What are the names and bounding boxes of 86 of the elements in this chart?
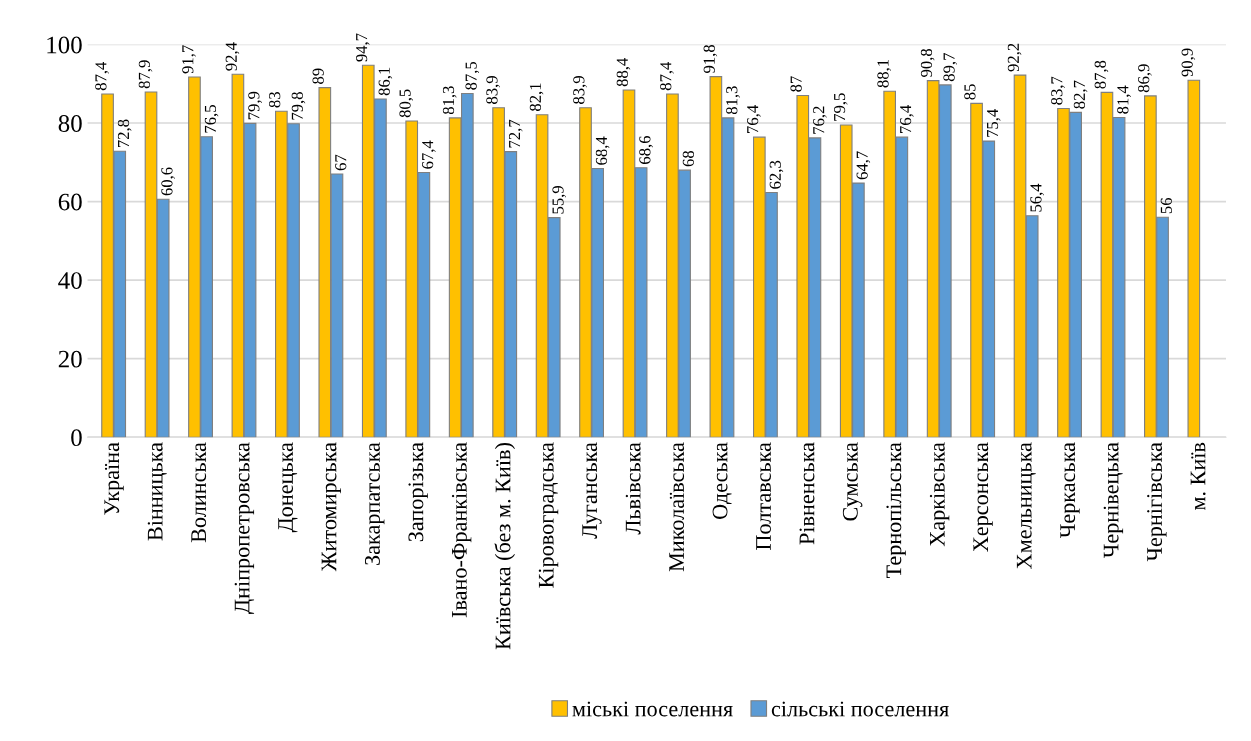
x-tick-label: Чернівецька: [1103, 442, 1124, 558]
x-tick-label: Рівненська: [799, 442, 815, 545]
x-tick-label: Чернігівська: [1147, 442, 1167, 562]
data-label: 83,7: [1051, 76, 1065, 105]
data-label: 87,4: [660, 61, 674, 91]
data-label: 68,6: [639, 135, 653, 164]
data-label: 75,4: [986, 109, 1001, 137]
data-label: 60,6: [161, 167, 175, 196]
x-tick-label: Харківська: [929, 442, 950, 547]
x-tick-label: Полтавська: [756, 442, 771, 550]
data-label: 81,3: [726, 86, 740, 115]
data-label: 89,7: [943, 53, 958, 82]
x-tick-label: Донецька: [278, 442, 298, 533]
x-tick-label: Херсонська: [973, 442, 993, 552]
data-label: 76,2: [813, 106, 827, 134]
data-label: 83,9: [573, 76, 587, 104]
legend-label: сільські поселення: [771, 701, 949, 717]
data-label: 91,8: [703, 44, 718, 73]
x-tick-label: Вінницька: [147, 442, 167, 541]
data-label: 72,7: [508, 119, 523, 148]
x-tick-label: м. Київ: [1190, 442, 1206, 511]
data-label: 56,4: [1030, 183, 1044, 212]
data-label: 81,3: [442, 86, 457, 115]
data-label: 87,8: [1094, 60, 1109, 89]
data-label: 90,8: [920, 48, 935, 77]
data-label: 86,1: [378, 67, 393, 96]
data-label: 67,4: [422, 140, 436, 169]
x-tick-label: Волинська: [191, 442, 207, 543]
data-label: 64,7: [856, 151, 871, 180]
x-tick-label: Запорізька: [408, 442, 428, 542]
data-label: 76,5: [204, 105, 219, 133]
x-tick-label: Миколаївська: [669, 442, 685, 572]
x-tick-label: Закарпатська: [364, 442, 385, 565]
data-label: 79,5: [833, 93, 848, 121]
y-tick-label: 0: [71, 429, 82, 447]
data-label: 92,4: [225, 42, 240, 71]
data-label: 68,4: [595, 136, 610, 165]
x-tick-label: Одеська: [712, 442, 732, 519]
x-tick-label: Сумська: [842, 442, 863, 521]
data-label: 91,7: [182, 45, 196, 74]
data-label: 87: [790, 76, 802, 92]
data-label: 81,4: [1117, 85, 1131, 114]
data-label: 82,7: [1073, 80, 1088, 109]
x-tick-label: Тернопільська: [886, 442, 906, 578]
x-tick-label: Київська (без м. Київ): [494, 443, 516, 650]
data-label: 85: [964, 84, 976, 100]
y-tick-label: 100: [47, 36, 82, 54]
y-tick-label: 20: [58, 350, 82, 368]
data-label: 56: [1160, 197, 1172, 214]
data-label: 92,2: [1007, 43, 1022, 72]
x-tick-label: Луганська: [582, 442, 602, 539]
x-tick-label: Львівська: [625, 442, 641, 535]
data-label: 76,4: [747, 105, 761, 133]
x-tick-label: Кіровоградська: [538, 442, 559, 588]
data-label: 68: [682, 150, 694, 167]
data-label: 83: [269, 92, 281, 108]
data-label: 90,9: [1181, 48, 1196, 77]
data-label: 76,4: [900, 105, 914, 133]
data-label: 94,7: [356, 33, 370, 62]
data-label: 55,9: [552, 186, 567, 214]
data-label: 62,3: [769, 160, 784, 189]
y-tick-label: 60: [58, 193, 82, 211]
data-label: 88,4: [616, 57, 631, 87]
x-tick-label: Дніпропетровська: [234, 442, 255, 614]
x-tick-label: Черкаська: [1060, 442, 1080, 538]
y-tick-label: 40: [58, 272, 82, 290]
data-label: 87,4: [95, 61, 109, 91]
x-tick-label: Україна: [104, 442, 124, 515]
data-label: 88,1: [877, 59, 892, 88]
x-tick-label: Житомирська: [321, 442, 341, 572]
data-label: 67: [335, 154, 347, 171]
data-label: 80,5: [399, 89, 414, 118]
data-label: 82,1: [529, 83, 544, 111]
data-label: 86,9: [1138, 64, 1152, 93]
legend-label: міські поселення: [572, 701, 733, 717]
bar: [1187, 79, 1201, 438]
data-label: 72,8: [117, 119, 132, 148]
data-label: 89: [312, 68, 324, 84]
data-label: 79,8: [291, 92, 306, 120]
data-label: 87,5: [465, 61, 480, 90]
data-label: 87,9: [138, 60, 153, 89]
x-tick-label: Хмельницька: [1016, 442, 1036, 569]
x-tick-label: Івано-Франківська: [451, 442, 472, 618]
data-label: 79,9: [248, 91, 262, 120]
data-label: 83,9: [486, 76, 500, 104]
y-tick-label: 80: [58, 115, 82, 132]
